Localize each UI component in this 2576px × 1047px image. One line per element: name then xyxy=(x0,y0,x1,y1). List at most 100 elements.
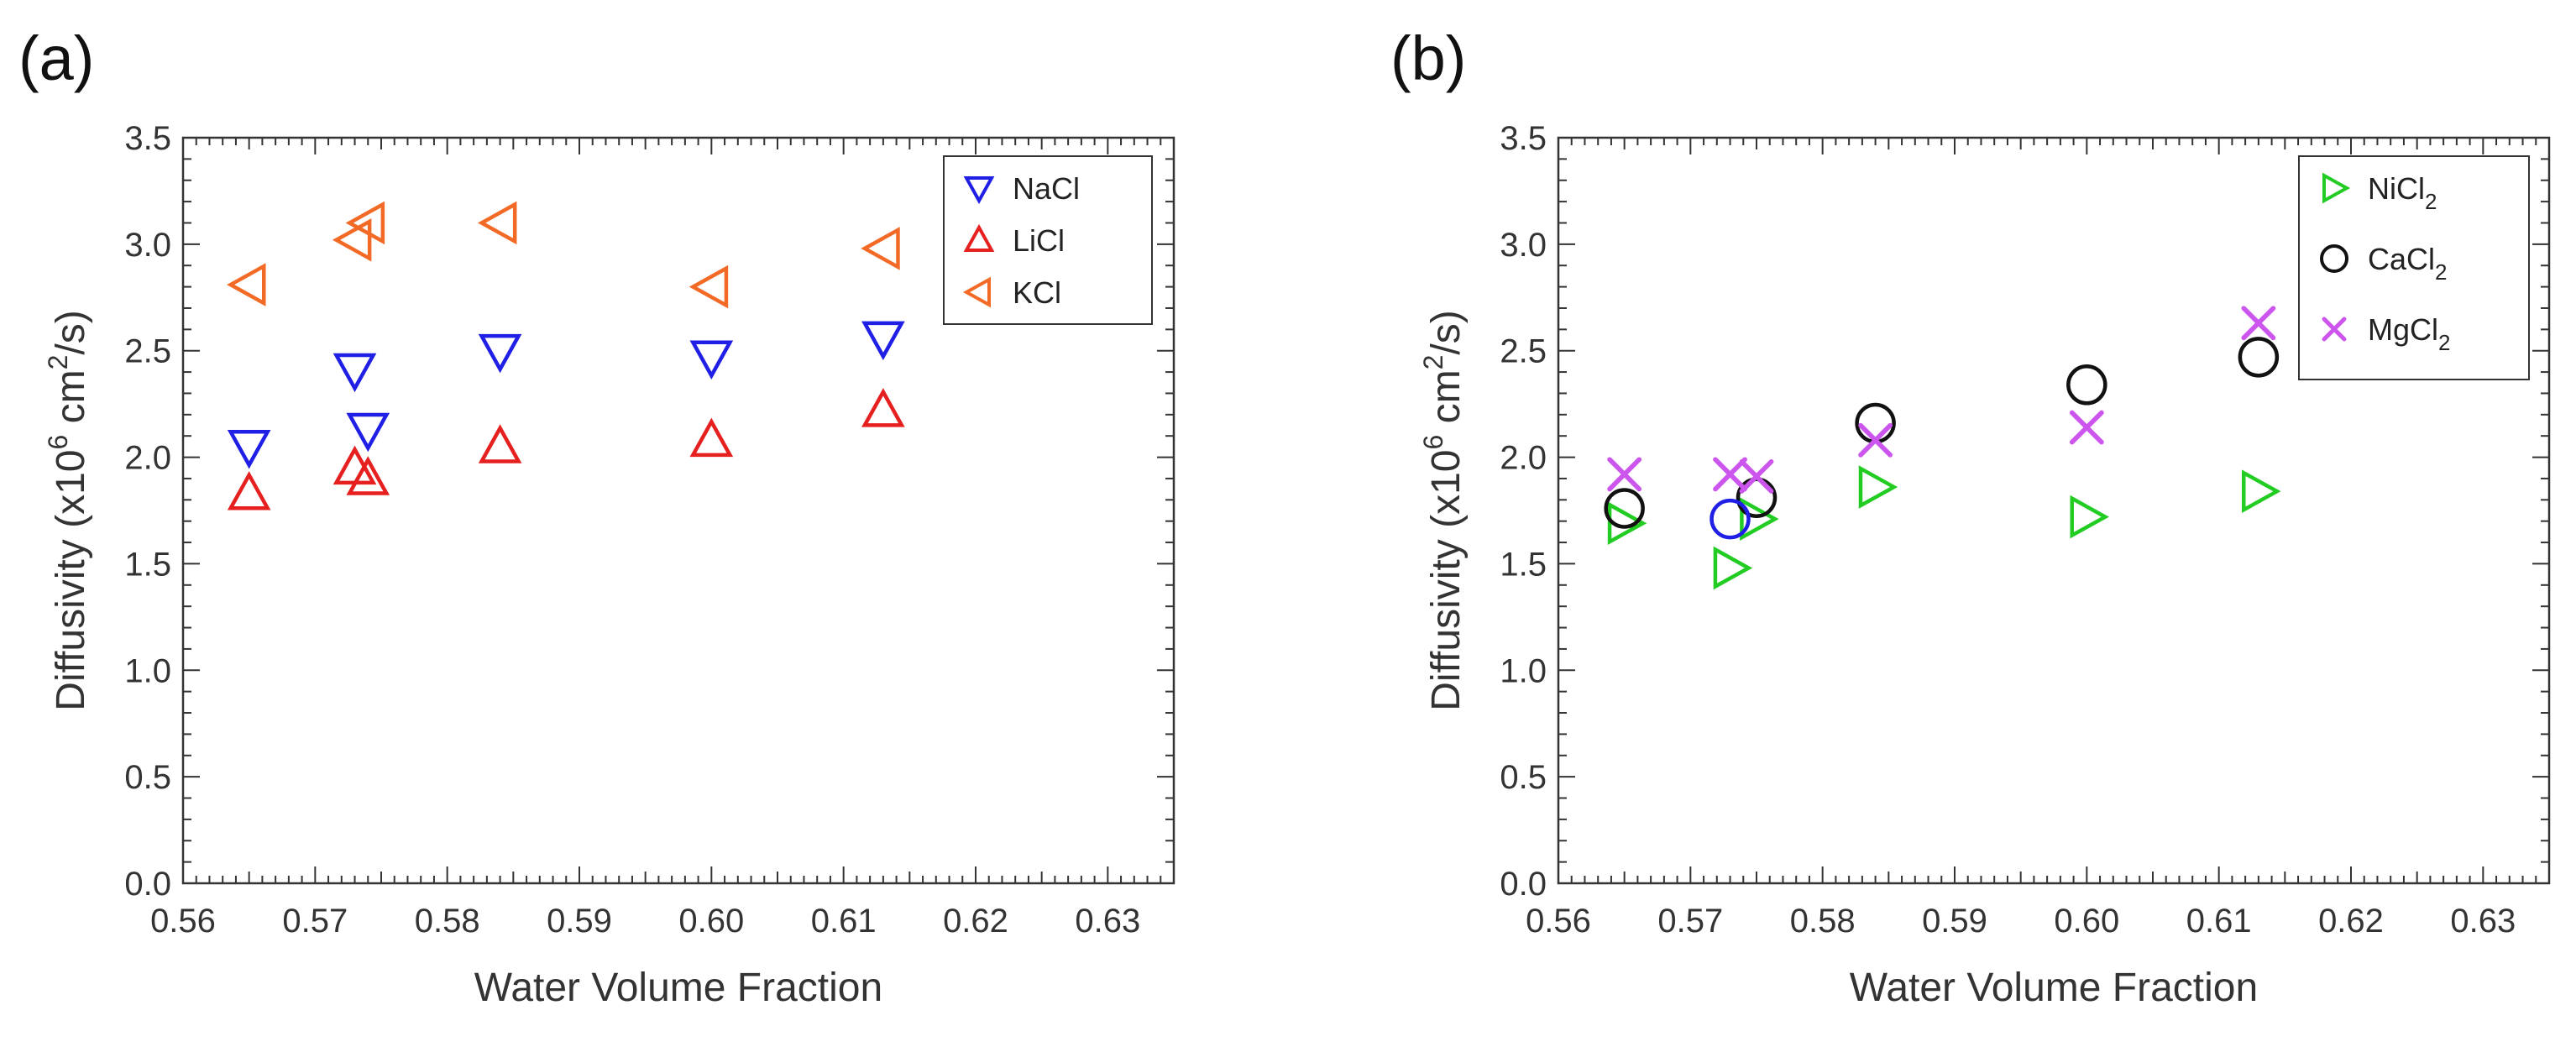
data-point-licl xyxy=(332,445,377,485)
series-cacl2 xyxy=(1604,337,2280,529)
tick-marks xyxy=(182,137,1175,884)
x-tick-label: 0.62 xyxy=(2318,903,2384,940)
x-tick-label: 0.57 xyxy=(1657,903,1723,940)
y-tick-label: 3.5 xyxy=(124,120,171,157)
legend-label-text: CaCl xyxy=(2368,242,2435,276)
data-point-mgcl2 xyxy=(1713,457,1747,492)
x-tick-label: 0.61 xyxy=(811,903,877,940)
x-tick-label: 0.62 xyxy=(943,903,1008,940)
x-tick-label: 0.56 xyxy=(1526,903,1591,940)
x-tick-label: 0.60 xyxy=(678,903,744,940)
data-point-mgcl2 xyxy=(2241,306,2276,341)
legend-marker-mgcl2 xyxy=(2322,317,2347,342)
data-point-nicl2 xyxy=(1607,501,1647,546)
x-tick-label: 0.60 xyxy=(2054,903,2119,940)
panel-label: (a) xyxy=(18,24,94,93)
data-point-nacl xyxy=(861,321,905,361)
legend-label-text: KCl xyxy=(1013,275,1061,310)
data-point-nicl2 xyxy=(2070,495,2109,539)
y-axis-label-sup: 2 xyxy=(43,355,73,370)
data-point-cacl2 xyxy=(1604,488,1645,529)
legend-label-text: NaCl xyxy=(1013,171,1080,206)
legend-label-text: MgCl xyxy=(2368,312,2438,347)
y-axis-label-part: Diffusivity (x10 xyxy=(1424,450,1469,711)
data-point-licl xyxy=(861,388,905,427)
series-kcl xyxy=(227,201,900,309)
legend-marker-cacl2 xyxy=(2320,244,2348,273)
y-tick-label: 3.0 xyxy=(124,227,171,264)
y-tick-label: 0.5 xyxy=(124,759,171,796)
data-point-nicl2 xyxy=(2242,469,2281,513)
data-point-cacl2 xyxy=(1855,402,1896,444)
y-tick-label: 2.5 xyxy=(124,333,171,370)
data-point-nacl xyxy=(689,340,734,380)
y-axis-label-sup: 6 xyxy=(1418,435,1448,450)
x-tick-label: 0.56 xyxy=(150,903,216,940)
panel-label: (b) xyxy=(1390,24,1466,93)
data-point-kcl xyxy=(861,227,900,270)
y-axis-label-sup: 2 xyxy=(1418,355,1448,370)
legend-label-text: LiCl xyxy=(1013,223,1065,258)
y-tick-label: 3.0 xyxy=(1500,227,1547,264)
legend-label: CaCl2 xyxy=(2368,242,2447,285)
y-tick-label: 1.0 xyxy=(1500,652,1547,689)
series-licl xyxy=(227,388,905,510)
y-axis-label-part: Diffusivity (x10 xyxy=(49,450,93,711)
data-point-licl xyxy=(478,424,522,463)
y-axis-label-part: cm xyxy=(1424,369,1469,434)
plot-frame xyxy=(1557,136,2551,885)
legend-label: NiCl2 xyxy=(2368,171,2437,214)
x-tick-label: 0.61 xyxy=(2186,903,2252,940)
y-tick-label: 3.5 xyxy=(1500,120,1547,157)
x-tick-label: 0.59 xyxy=(547,903,612,940)
y-axis-label-sup: 6 xyxy=(43,435,73,450)
tick-marks xyxy=(1558,137,2550,884)
y-axis-label-part: /s) xyxy=(49,310,93,354)
legend-marker-licl xyxy=(963,223,995,252)
x-tick-label: 0.63 xyxy=(1075,903,1140,940)
data-point-nacl xyxy=(227,430,271,469)
data-point-nicl2 xyxy=(1713,546,1753,590)
plot-frame xyxy=(181,136,1175,885)
y-tick-label: 0.5 xyxy=(1500,759,1547,796)
legend: NaCl LiCl KCl xyxy=(943,155,1153,325)
y-tick-label: 0.0 xyxy=(1500,866,1547,903)
data-point-kcl xyxy=(227,263,266,306)
y-tick-label: 2.0 xyxy=(1500,440,1547,477)
legend-label: KCl xyxy=(1013,275,1061,310)
legend-marker-nacl xyxy=(963,176,995,205)
series-nacl xyxy=(227,321,905,469)
x-tick-label: 0.58 xyxy=(1790,903,1856,940)
y-axis-label-part: /s) xyxy=(1424,310,1469,354)
legend-label-sub: 2 xyxy=(2425,189,2437,214)
legend-label: MgCl2 xyxy=(2368,312,2450,355)
data-point-kcl xyxy=(332,217,372,262)
legend-marker-kcl xyxy=(962,276,991,308)
data-point-mgcl2 xyxy=(1607,457,1642,492)
data-point-nicl2 xyxy=(1858,465,1898,509)
y-tick-label: 0.0 xyxy=(124,866,171,903)
x-tick-label: 0.57 xyxy=(282,903,348,940)
data-point-mgcl2 xyxy=(1858,422,1893,458)
data-point-mgcl2 xyxy=(2069,410,2104,445)
y-axis-label-part: cm xyxy=(49,369,93,434)
data-point-kcl xyxy=(477,201,517,245)
legend-label: NaCl xyxy=(1013,171,1080,206)
y-tick-label: 1.0 xyxy=(124,652,171,689)
series-mgcl2 xyxy=(1607,306,2276,494)
data-point-cacl2 xyxy=(2066,364,2107,406)
data-point-nacl xyxy=(332,353,377,393)
data-point-kcl xyxy=(345,201,385,245)
y-tick-label: 2.5 xyxy=(1500,333,1547,370)
data-point-licl xyxy=(689,417,734,458)
x-axis-label: Water Volume Fraction xyxy=(1850,966,2258,1010)
x-tick-label: 0.63 xyxy=(2450,903,2516,940)
y-axis-label: Diffusivity (x106 cm2/s) xyxy=(43,310,93,710)
data-point-nacl xyxy=(478,333,522,374)
y-tick-label: 2.0 xyxy=(124,440,171,477)
y-tick-label: 1.5 xyxy=(124,546,171,583)
legend-marker-nicl2 xyxy=(2322,172,2351,204)
data-point-licl xyxy=(346,456,390,495)
data-point-licl xyxy=(227,471,271,510)
